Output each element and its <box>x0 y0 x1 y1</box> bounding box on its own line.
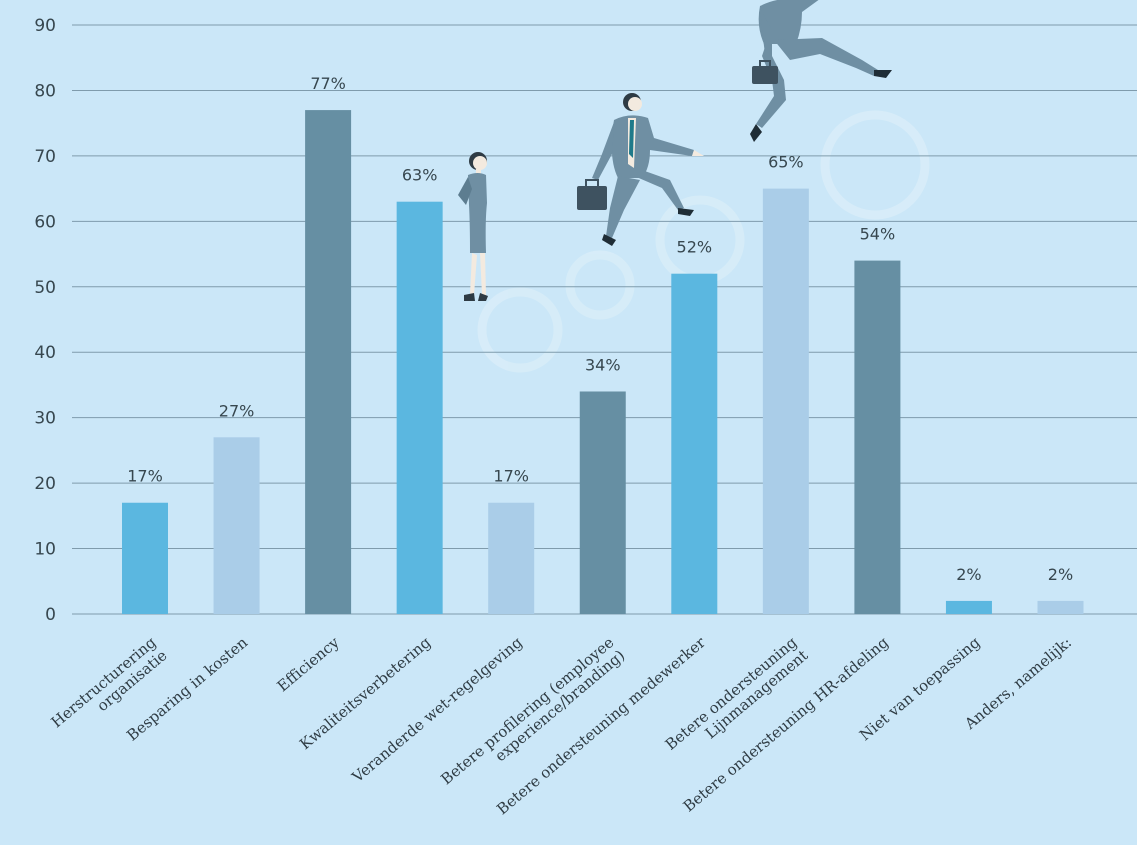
y-axis-ticks: 0 10 20 30 40 50 60 70 80 90 <box>34 16 56 625</box>
data-label: 2% <box>956 565 981 584</box>
data-label: 17% <box>127 467 163 486</box>
y-tick-label: 30 <box>34 409 56 429</box>
data-label: 17% <box>493 467 529 486</box>
gear-watermark <box>477 110 930 373</box>
y-tick-label: 0 <box>45 605 56 625</box>
data-label: 65% <box>768 153 804 172</box>
bars <box>122 110 1084 615</box>
bar <box>396 201 443 614</box>
bar <box>1037 600 1084 614</box>
y-tick-label: 40 <box>34 343 56 363</box>
bar <box>213 437 260 614</box>
y-tick-label: 70 <box>34 147 56 167</box>
bar <box>305 110 352 615</box>
businesswoman-figure <box>458 152 488 301</box>
data-label: 34% <box>585 355 621 374</box>
bar <box>854 260 901 614</box>
bar <box>488 502 535 614</box>
bar <box>122 502 168 614</box>
gridlines <box>72 24 1137 615</box>
briefcase-icon <box>752 66 778 84</box>
businessman-leaping-figure <box>750 0 892 142</box>
data-labels: 17% 27% 77% 63% 17% 34% 52% 65% 54% 2% 2% <box>127 74 1073 584</box>
y-tick-label: 60 <box>34 212 56 232</box>
data-label: 63% <box>402 166 438 185</box>
bar <box>579 391 626 614</box>
y-tick-label: 50 <box>34 278 56 298</box>
briefcase-icon <box>577 186 607 210</box>
data-label: 52% <box>677 238 713 257</box>
bar <box>762 188 809 614</box>
data-label: 54% <box>860 225 896 244</box>
y-tick-label: 10 <box>34 540 56 560</box>
data-label: 2% <box>1048 565 1073 584</box>
bar <box>671 273 718 614</box>
y-tick-label: 80 <box>34 81 56 101</box>
bar <box>945 600 992 614</box>
businessman-climbing-figure <box>577 93 704 246</box>
y-tick-label: 90 <box>34 16 56 36</box>
data-label: 27% <box>219 401 255 420</box>
y-tick-label: 20 <box>34 474 56 494</box>
data-label: 77% <box>310 74 346 93</box>
